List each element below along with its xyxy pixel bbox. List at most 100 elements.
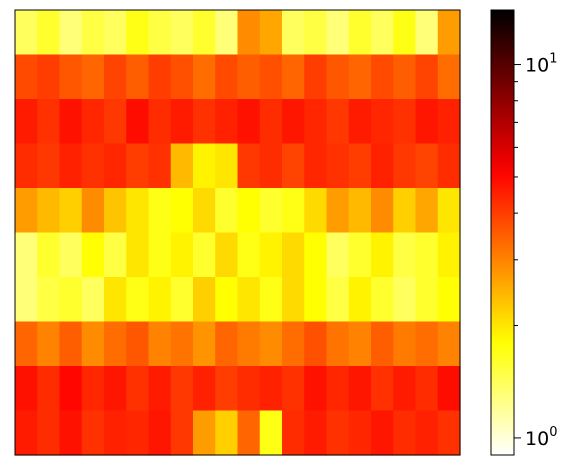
heatmap-cell xyxy=(304,10,328,56)
heatmap-cell xyxy=(104,54,127,100)
heatmap-cell xyxy=(15,54,38,100)
heatmap-cell xyxy=(371,143,394,189)
heatmap-cell xyxy=(170,321,194,367)
heatmap-cell xyxy=(215,410,239,456)
heatmap-cell xyxy=(215,99,239,145)
colorbar-tick-label: 101 xyxy=(525,52,557,77)
heatmap-cell xyxy=(437,277,461,323)
heatmap-cell xyxy=(348,143,372,189)
heatmap-cell xyxy=(326,99,350,145)
heatmap-cell xyxy=(215,321,239,367)
heatmap-cell xyxy=(282,410,305,456)
heatmap-cell xyxy=(215,10,239,56)
heatmap-cell xyxy=(81,99,105,145)
heatmap-cell xyxy=(170,54,194,100)
heatmap-cell xyxy=(415,99,439,145)
heatmap-cell xyxy=(259,188,283,234)
heatmap-cell xyxy=(104,10,127,56)
heatmap-cell xyxy=(326,277,350,323)
heatmap-cell xyxy=(126,54,150,100)
heatmap-cell xyxy=(371,232,394,278)
heatmap-cell xyxy=(81,410,105,456)
heatmap-cell xyxy=(215,232,239,278)
heatmap-cell xyxy=(371,188,394,234)
heatmap-cell xyxy=(393,232,417,278)
heatmap-cell xyxy=(437,410,461,456)
heatmap-cell xyxy=(282,10,305,56)
heatmap-cell xyxy=(415,232,439,278)
heatmap-cell xyxy=(104,232,127,278)
heatmap-cell xyxy=(348,366,372,412)
heatmap-cell xyxy=(59,54,83,100)
heatmap-cell xyxy=(104,410,127,456)
heatmap-cell xyxy=(437,232,461,278)
heatmap-cell xyxy=(437,321,461,367)
heatmap-cell xyxy=(393,366,417,412)
heatmap-cell xyxy=(348,232,372,278)
heatmap-cell xyxy=(393,143,417,189)
heatmap-cell xyxy=(148,54,172,100)
heatmap-cell xyxy=(415,321,439,367)
heatmap-cell xyxy=(104,143,127,189)
heatmap-cell xyxy=(37,143,61,189)
heatmap-cell xyxy=(59,99,83,145)
heatmap-cell xyxy=(126,188,150,234)
heatmap-cell xyxy=(304,99,328,145)
heatmap-cell xyxy=(193,10,216,56)
heatmap-cell xyxy=(259,54,283,100)
heatmap-cell xyxy=(170,10,194,56)
heatmap-cell xyxy=(81,321,105,367)
heatmap-cell xyxy=(237,366,261,412)
heatmap-cell xyxy=(59,277,83,323)
heatmap-cell xyxy=(37,410,61,456)
heatmap-cell xyxy=(259,410,283,456)
heatmap-cell xyxy=(81,277,105,323)
heatmap-cell xyxy=(304,232,328,278)
heatmap-cell xyxy=(37,232,61,278)
heatmap-cell xyxy=(170,188,194,234)
heatmap-cell xyxy=(170,366,194,412)
heatmap-cell xyxy=(126,232,150,278)
heatmap-cell xyxy=(237,54,261,100)
heatmap-cell xyxy=(15,188,38,234)
heatmap-cell xyxy=(348,410,372,456)
heatmap-cell xyxy=(215,54,239,100)
heatmap-cell xyxy=(237,188,261,234)
heatmap-cell xyxy=(393,410,417,456)
heatmap-cell xyxy=(59,10,83,56)
heatmap-cell xyxy=(282,99,305,145)
heatmap-cell xyxy=(148,277,172,323)
heatmap-cell xyxy=(148,188,172,234)
heatmap-cell xyxy=(348,277,372,323)
heatmap-cell xyxy=(371,321,394,367)
heatmap-cell xyxy=(81,366,105,412)
heatmap-cell xyxy=(126,410,150,456)
heatmap-cell xyxy=(437,188,461,234)
heatmap-cell xyxy=(393,321,417,367)
heatmap-cell xyxy=(259,99,283,145)
heatmap-cell xyxy=(326,366,350,412)
heatmap-cell xyxy=(148,321,172,367)
heatmap-cell xyxy=(126,99,150,145)
heatmap-cell xyxy=(215,277,239,323)
heatmap-cell xyxy=(393,99,417,145)
heatmap-cell xyxy=(59,232,83,278)
heatmap-cell xyxy=(415,277,439,323)
heatmap-cell xyxy=(170,99,194,145)
heatmap-cell xyxy=(326,188,350,234)
heatmap-cell xyxy=(126,366,150,412)
heatmap-cell xyxy=(237,410,261,456)
heatmap-cell xyxy=(193,232,216,278)
heatmap-cell xyxy=(282,321,305,367)
heatmap-cell xyxy=(326,54,350,100)
heatmap-cell xyxy=(259,143,283,189)
heatmap-cell xyxy=(326,143,350,189)
heatmap-cell xyxy=(393,10,417,56)
heatmap-cell xyxy=(104,277,127,323)
heatmap-cell xyxy=(371,54,394,100)
heatmap-cell xyxy=(193,143,216,189)
colorbar-frame xyxy=(490,9,515,456)
heatmap-cell xyxy=(37,277,61,323)
heatmap-cell xyxy=(371,277,394,323)
